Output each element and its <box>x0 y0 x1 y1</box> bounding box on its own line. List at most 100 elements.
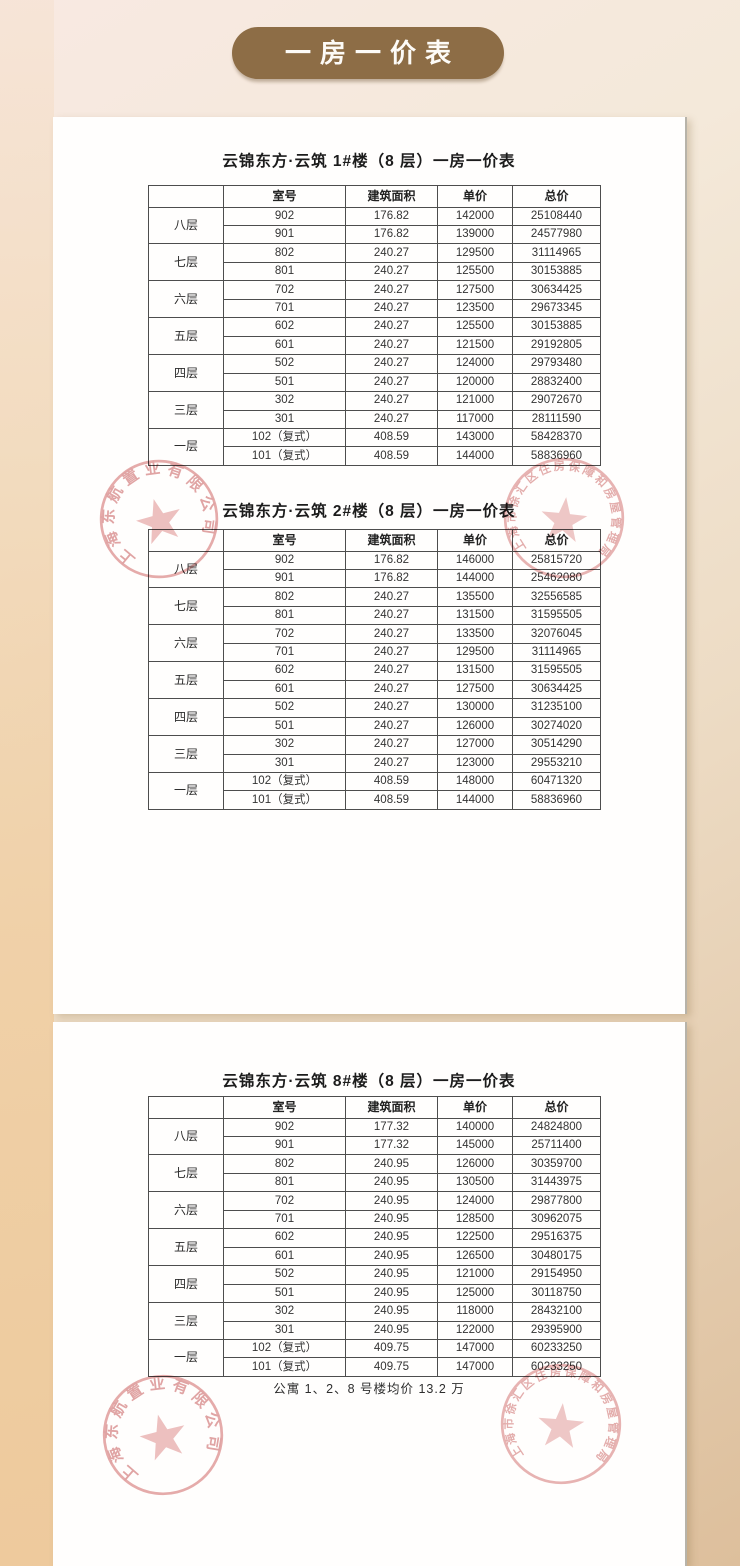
cell: 408.59 <box>345 790 438 810</box>
cell: 901 <box>223 568 346 589</box>
cell: 240.27 <box>345 372 438 393</box>
cell: 24824800 <box>512 1117 601 1137</box>
floor-label: 三层 <box>148 1302 224 1340</box>
cell: 408.59 <box>345 427 438 448</box>
column-header: 总价 <box>512 529 601 552</box>
price-table-building-1: 室号 建筑面积 单价 总价 八层 902 176.82 142000 25108440 901 17… <box>148 185 601 467</box>
company-seal-stamp: 上海东航置业有限公司 <box>85 446 227 579</box>
cell: 133500 <box>437 624 513 644</box>
floor-label: 四层 <box>148 1265 224 1304</box>
cell: 31595505 <box>512 605 601 626</box>
price-table-building-8: 室号 建筑面积 单价 总价 八层 902 177.32 140000 24824800 901 17… <box>148 1096 601 1378</box>
cell: 30153885 <box>512 261 601 282</box>
government-seal-stamp: 上海市徐汇区住房保障和房屋管理局 <box>498 1359 625 1485</box>
floor-label: 六层 <box>148 624 224 663</box>
page-title-badge: 一房一价表 <box>232 27 504 79</box>
cell: 240.95 <box>345 1283 438 1304</box>
cell: 240.27 <box>345 698 438 718</box>
cell: 29877800 <box>512 1191 601 1211</box>
cell: 126500 <box>437 1246 513 1267</box>
cell: 30274020 <box>512 716 601 737</box>
table-row: 七层 802 240.95 126000 30359700 <box>148 1154 601 1193</box>
cell: 29673345 <box>512 298 601 319</box>
cell: 30480175 <box>512 1246 601 1267</box>
cell: 240.95 <box>345 1154 438 1174</box>
table-row: 501 240.95 125000 30118750 <box>149 1283 601 1304</box>
cell: 802 <box>223 587 346 607</box>
cell: 801 <box>223 261 346 282</box>
cell: 502 <box>223 1265 346 1285</box>
cell: 502 <box>223 354 346 374</box>
cell: 408.59 <box>345 446 438 466</box>
cell: 702 <box>223 280 346 300</box>
table-row: 四层 502 240.27 130000 31235100 <box>148 698 601 737</box>
table-row: 八层 902 177.32 140000 24824800 <box>148 1117 601 1156</box>
cell: 29072670 <box>512 391 601 411</box>
table-row: 六层 702 240.27 127500 30634425 <box>148 280 601 319</box>
cell: 301 <box>223 1320 346 1340</box>
cell: 32556585 <box>512 587 601 607</box>
cell: 30118750 <box>512 1283 601 1304</box>
floor-label: 一层 <box>148 771 224 811</box>
column-header: 室号 <box>223 185 346 208</box>
cell: 30514290 <box>512 735 601 755</box>
cell: 176.82 <box>345 206 438 226</box>
cell: 31443975 <box>512 1172 601 1193</box>
cell: 501 <box>223 1283 346 1304</box>
cell: 501 <box>223 372 346 393</box>
cell: 901 <box>223 1135 346 1156</box>
floor-label: 八层 <box>148 1117 224 1156</box>
cell: 120000 <box>437 372 513 393</box>
cell: 601 <box>223 335 346 356</box>
cell: 176.82 <box>345 568 438 589</box>
cell: 131500 <box>437 661 513 681</box>
cell: 240.27 <box>345 261 438 282</box>
column-header: 总价 <box>512 1096 601 1119</box>
cell: 130000 <box>437 698 513 718</box>
cell: 58428370 <box>512 427 601 448</box>
cell: 902 <box>223 206 346 226</box>
table-row: 七层 802 240.27 129500 31114965 <box>148 243 601 282</box>
cell: 240.95 <box>345 1191 438 1211</box>
cell: 25711400 <box>512 1135 601 1156</box>
cell: 240.95 <box>345 1320 438 1340</box>
cell: 29516375 <box>512 1228 601 1248</box>
cell: 177.32 <box>345 1117 438 1137</box>
cell: 129500 <box>437 243 513 263</box>
cell: 101（复式） <box>223 446 346 466</box>
table-row: 一层 102（复式） 408.59 148000 60471320 <box>148 771 601 811</box>
star-icon <box>541 497 588 543</box>
table-row: 六层 702 240.95 124000 29877800 <box>148 1191 601 1230</box>
cell: 702 <box>223 624 346 644</box>
cell: 30634425 <box>512 679 601 700</box>
seal-ring <box>503 457 625 579</box>
cell: 30359700 <box>512 1154 601 1174</box>
star-icon <box>139 1414 185 1461</box>
cell: 122500 <box>437 1228 513 1248</box>
cell: 129500 <box>437 642 513 663</box>
table-row: 五层 602 240.27 125500 30153885 <box>148 317 601 356</box>
cell: 31595505 <box>512 661 601 681</box>
cell: 128500 <box>437 1209 513 1230</box>
floor-label: 五层 <box>148 661 224 700</box>
cell: 902 <box>223 1117 346 1137</box>
cell: 29192805 <box>512 335 601 356</box>
floor-label: 三层 <box>148 391 224 429</box>
column-header: 单价 <box>437 185 513 208</box>
cell: 126000 <box>437 716 513 737</box>
floor-label: 八层 <box>148 206 224 245</box>
cell: 148000 <box>437 771 513 792</box>
cell: 301 <box>223 409 346 429</box>
column-header: 建筑面积 <box>345 185 438 208</box>
table-row: 101（复式） 408.59 144000 58836960 <box>149 790 601 810</box>
cell: 240.95 <box>345 1172 438 1193</box>
cell: 240.95 <box>345 1209 438 1230</box>
table-row: 七层 802 240.27 135500 32556585 <box>148 587 601 626</box>
cell: 240.27 <box>345 243 438 263</box>
table-row: 六层 702 240.27 133500 32076045 <box>148 624 601 663</box>
cell: 701 <box>223 298 346 319</box>
cell: 102（复式） <box>223 1338 346 1359</box>
table-row: 501 240.27 126000 30274020 <box>149 716 601 737</box>
floor-header-cell <box>148 1096 224 1119</box>
